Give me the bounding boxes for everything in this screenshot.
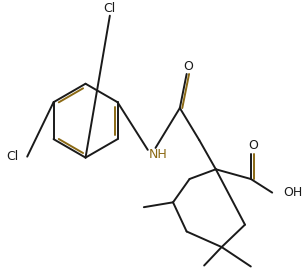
Text: O: O	[248, 139, 258, 152]
Text: Cl: Cl	[6, 150, 19, 163]
Text: O: O	[184, 60, 194, 73]
Text: OH: OH	[283, 186, 302, 199]
Text: NH: NH	[149, 148, 168, 161]
Text: Cl: Cl	[104, 2, 116, 16]
